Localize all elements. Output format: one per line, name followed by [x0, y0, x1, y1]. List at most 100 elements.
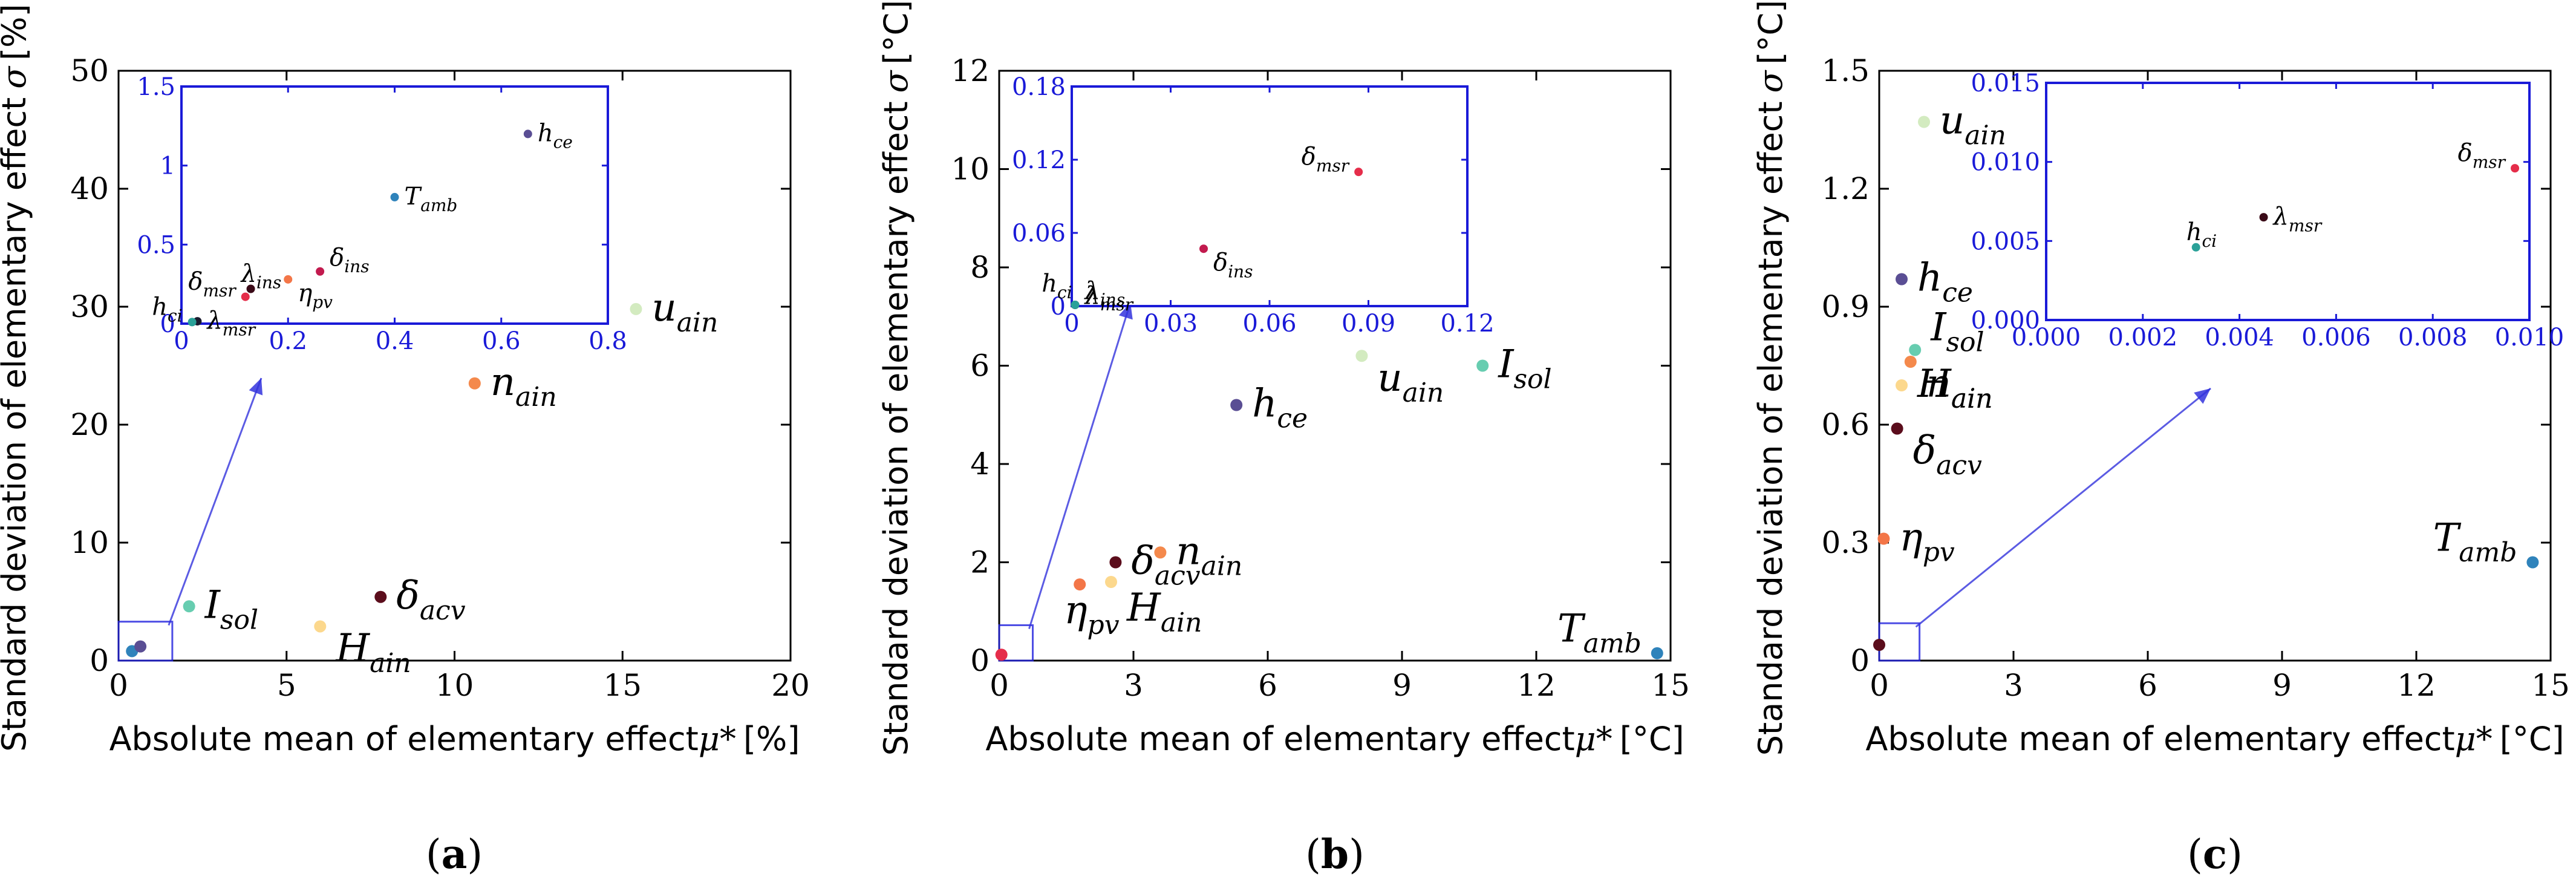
point-label-sub: sol: [1946, 327, 1984, 358]
point-I_sol: [1909, 344, 1922, 356]
y-tick-label: 0: [970, 643, 990, 678]
point-label-base: δ: [188, 268, 203, 296]
chart-panel-a: 0 5 10 15 2001020304050uainnainIsolHainδacv0…: [0, 4, 810, 878]
point-label-base: h: [1252, 382, 1277, 426]
inset-b: 0 0.03 0.06 0.09 0.1200.060.120.18δmsrδinsλi…: [1012, 73, 1495, 338]
point-H_ain: [314, 620, 327, 633]
x-axis-symbol: μ*: [2455, 720, 2493, 758]
point-label-sub: ain: [1965, 120, 2006, 151]
inset-point-h_ci: [1071, 300, 1080, 309]
point-label-T_amb: Tamb: [2433, 515, 2517, 568]
point-label-delta_ins: δins: [1213, 249, 1253, 281]
point-label-base: δ: [1913, 428, 1937, 473]
y-axis-label-text: Standard deviation of elementary effect: [1752, 101, 1790, 756]
panel-letter: c: [2203, 831, 2227, 878]
point-label-eta_pv: ηpv: [1064, 588, 1120, 641]
x-tick-label: 0.004: [2205, 324, 2274, 351]
point-label-sub: pv: [1087, 610, 1120, 641]
point-label-sub: ci: [1057, 283, 1072, 302]
point-label-delta_ins: δins: [330, 244, 369, 276]
point-h_ce: [1896, 273, 1908, 286]
chart-panel-c: 0 3 6 9 12 1500.30.60.91.21.5uainhceIsolHainn…: [1752, 0, 2570, 878]
x-tick-label: 0: [1064, 310, 1079, 338]
y-axis-unit: [°C]: [1752, 0, 1790, 65]
point-label-sub: ce: [1942, 278, 1973, 309]
x-tick-label: 6: [1258, 668, 1277, 703]
point-label-I_sol: Isol: [204, 583, 258, 636]
point-label-sub: amb: [420, 195, 457, 215]
panel-paren-close: ): [467, 831, 483, 878]
point-label-n_ain: nain: [1176, 529, 1242, 581]
point-delta_acv: [374, 590, 387, 603]
y-tick-label: 1.2: [1821, 171, 1870, 206]
y-tick-label: 0.015: [1971, 70, 2040, 97]
point-label-lambda_msr: λmsr: [1083, 282, 1133, 315]
point-label-sub: msr: [2473, 152, 2506, 172]
y-tick-label: 0.6: [1821, 407, 1870, 442]
x-tick-label: 0.6: [482, 327, 521, 355]
point-label-sub: pv: [1923, 537, 1955, 568]
point-label-sub: acv: [420, 595, 466, 626]
point-n_ain: [1904, 356, 1917, 368]
point-label-h_ce: hce: [538, 119, 573, 152]
zoom-arrow: [168, 377, 262, 626]
point-label-sub: msr: [1100, 295, 1134, 315]
y-axis-unit: [%]: [0, 4, 33, 60]
panel-label: (b): [1305, 831, 1365, 878]
point-label-base: I: [1498, 342, 1515, 387]
x-tick-label: 12: [2397, 668, 2436, 703]
x-tick-label: 0.000: [2012, 324, 2081, 351]
y-tick-label: 6: [970, 348, 990, 384]
point-h_ce: [1230, 399, 1243, 411]
point-label-I_sol: Isol: [1498, 342, 1551, 395]
y-axis-symbol: σ: [1752, 69, 1790, 93]
point-label-base: δ: [396, 573, 420, 618]
point-lambda_msr: [1873, 639, 1885, 651]
panel-label: (c): [2187, 831, 2243, 878]
point-label-eta_pv: ηpv: [1899, 515, 1955, 568]
point-label-base: h: [1042, 270, 1057, 298]
inset-point-delta_msr: [2511, 164, 2520, 173]
inset-point-delta_msr: [1354, 168, 1363, 177]
inset-point-delta_msr: [241, 292, 250, 301]
point-u_ain: [630, 302, 642, 315]
x-tick-label: 0: [1870, 668, 1889, 703]
y-tick-label: 0.5: [137, 231, 175, 259]
panel-paren-open: (: [2187, 831, 2203, 878]
point-H_ain: [1896, 379, 1908, 391]
y-tick-label: 0.3: [1821, 525, 1870, 560]
y-axis-unit: [°C]: [877, 0, 915, 65]
point-label-delta_msr: δmsr: [188, 268, 236, 301]
y-tick-label: 0: [1051, 293, 1066, 321]
point-label-lambda_ins: λins: [240, 260, 282, 293]
zoom-arrow: [1915, 387, 2211, 628]
y-tick-label: 0: [1850, 643, 1870, 678]
point-label-sub: pv: [312, 292, 333, 312]
point-label-delta_msr: δmsr: [2458, 139, 2506, 172]
point-n_ain: [1154, 546, 1167, 559]
point-n_ain: [468, 377, 481, 390]
y-tick-label: 0.000: [1971, 307, 2040, 335]
point-label-base: H: [335, 626, 370, 671]
point-label-h_ci: hci: [152, 293, 182, 325]
point-label-T_amb: Tamb: [405, 183, 458, 215]
inset-point-delta_ins: [1199, 244, 1208, 253]
x-tick-label: 10: [435, 668, 474, 703]
point-delta_msr: [995, 648, 1008, 661]
zoom-box: [117, 621, 174, 662]
point-label-lambda_ins: λins: [1083, 277, 1125, 310]
point-label-sub: ins: [1100, 290, 1125, 310]
y-tick-label: 0.010: [1971, 149, 2040, 177]
point-label-base: T: [405, 183, 423, 211]
x-tick-label: 12: [1517, 668, 1556, 703]
y-tick-label: 0: [160, 310, 175, 338]
point-label-base: u: [1940, 99, 1965, 143]
panel-paren-open: (: [426, 831, 442, 878]
point-label-base: T: [2433, 515, 2462, 560]
point-label-sub: acv: [1155, 561, 1201, 592]
y-axis-label: Standard deviation of elementary effect σ…: [0, 4, 33, 751]
point-label-base: h: [538, 119, 553, 147]
x-tick-label: 6: [2138, 668, 2157, 703]
point-label-base: H: [1917, 362, 1952, 407]
panel-letter: b: [1321, 831, 1349, 878]
